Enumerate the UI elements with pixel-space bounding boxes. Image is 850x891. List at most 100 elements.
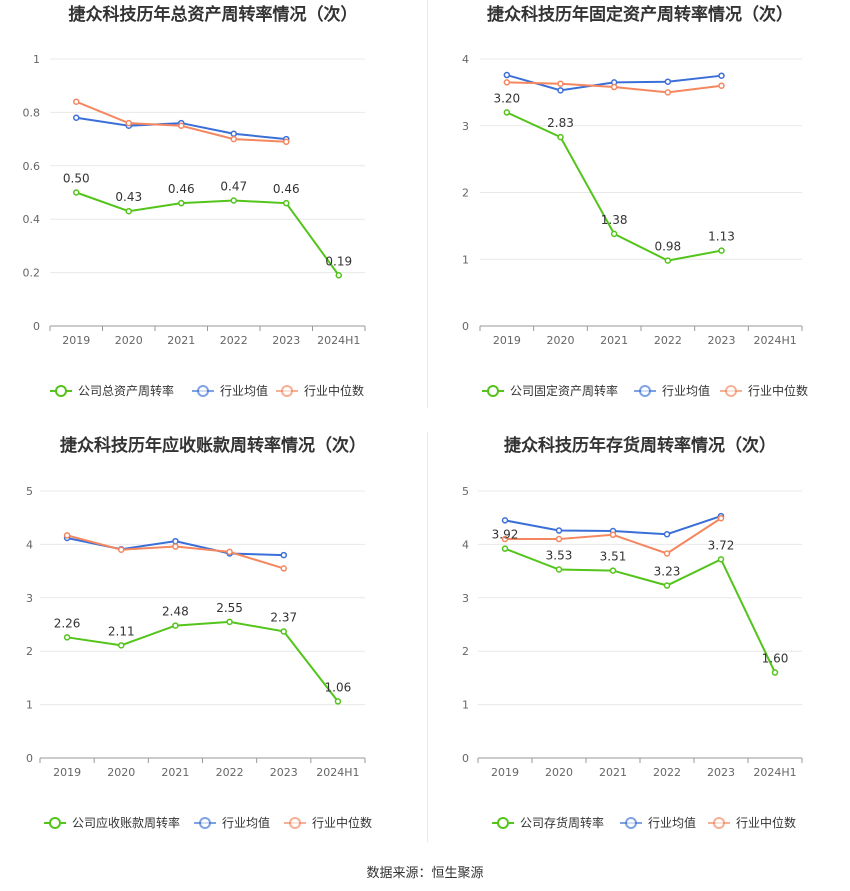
chart-title: 捷众科技历年固定资产周转率情况（次） [487,4,793,25]
legend-label-avg: 行业均值 [662,383,710,398]
data-point-avg [280,551,287,559]
data-point-avg [501,517,509,524]
data-point-company [663,582,671,589]
chart-title: 捷众科技历年应收账款周转率情况（次） [60,435,366,456]
y-tick-label: 4 [26,538,33,551]
data-point-avg [663,531,671,538]
data-point-median [663,550,671,557]
data-point-median [717,514,725,522]
data-label: 2.55 [216,601,243,615]
y-tick-label: 2 [462,187,469,200]
y-tick-label: 3 [462,120,469,133]
data-point-company [503,109,511,116]
data-point-avg [73,114,80,121]
legend-marker-median [289,817,301,829]
x-tick-label: 2021 [600,334,628,347]
y-tick-label: 0 [462,320,469,333]
data-label: 3.51 [600,550,627,564]
data-label: 1.06 [325,680,352,694]
data-label: 1.60 [762,652,789,666]
data-point-median [280,565,287,572]
data-point-median [118,546,125,553]
y-tick-label: 0.2 [23,267,41,280]
data-point-median [230,135,237,143]
data-point-company [664,257,672,264]
data-label: 1.13 [708,230,735,244]
y-tick-label: 1 [462,253,469,266]
x-tick-label: 2020 [547,334,575,347]
y-tick-label: 4 [462,53,469,66]
legend-label-median: 行业中位数 [736,815,796,830]
legend-marker-median [713,817,725,829]
x-tick-label: 2024H1 [754,334,797,347]
y-tick-label: 3 [26,592,33,605]
legend-label-median: 行业中位数 [748,383,808,398]
legend-marker-company [49,817,61,829]
y-tick-label: 5 [26,485,33,498]
data-point-median [555,535,563,543]
y-tick-label: 0.8 [23,106,41,119]
data-point-median [178,122,185,129]
data-label: 2.48 [162,605,189,619]
data-point-median [125,119,132,127]
data-label: 0.43 [115,190,142,204]
legend-label-company: 公司应收账款周转率 [72,815,180,830]
legend-label-company: 公司固定资产周转率 [510,383,618,398]
data-label: 2.11 [108,624,135,638]
data-point-median [503,79,511,86]
data-label: 3.53 [546,548,573,562]
vertical-divider [427,0,428,408]
data-label: 3.23 [654,565,681,579]
data-source: 数据来源：恒生聚源 [366,866,484,881]
data-point-company [717,556,725,563]
x-tick-label: 2021 [161,766,189,779]
legend-label-company: 公司总资产周转率 [78,383,174,398]
data-point-median [609,531,617,539]
data-label: 2.37 [270,610,297,624]
data-point-median [718,82,725,89]
data-label: 0.46 [168,182,195,196]
data-point-avg [555,527,563,534]
x-tick-label: 2024H1 [753,766,796,779]
data-point-company [718,247,725,254]
x-tick-label: 2020 [545,766,573,779]
data-point-median [226,548,233,556]
x-tick-label: 2023 [708,334,736,347]
y-tick-label: 4 [462,538,469,551]
legend-label-avg: 行业均值 [222,815,270,830]
data-point-avg [718,72,725,79]
y-tick-label: 0 [462,752,469,765]
legend-marker-avg [639,385,651,397]
data-point-company [771,669,779,676]
data-label: 3.72 [708,538,735,552]
x-tick-label: 2023 [270,766,298,779]
legend-marker-company [497,817,509,829]
data-point-company [178,199,185,207]
data-label: 0.46 [273,182,300,196]
x-tick-label: 2021 [167,334,195,347]
data-label: 3.20 [493,91,520,105]
legend-label-median: 行业中位数 [304,383,364,398]
x-tick-label: 2019 [491,766,519,779]
data-point-company [280,628,287,635]
legend-marker-avg [199,817,211,829]
data-point-company [610,230,618,238]
y-tick-label: 0.6 [23,160,41,173]
data-point-median [63,532,71,539]
x-tick-label: 2022 [220,334,248,347]
data-point-avg [230,130,237,138]
x-tick-label: 2019 [53,766,81,779]
y-tick-label: 5 [462,485,469,498]
x-tick-label: 2022 [653,766,681,779]
data-label: 1.38 [601,213,628,227]
data-point-company [118,642,125,649]
x-tick-label: 2021 [599,766,627,779]
y-tick-label: 1 [33,53,40,66]
x-tick-label: 2023 [707,766,735,779]
data-point-median [283,138,290,146]
x-tick-label: 2019 [62,334,90,347]
data-point-company [226,618,233,626]
series-line-company [66,620,339,703]
data-point-company [557,133,564,141]
y-tick-label: 2 [26,645,33,658]
